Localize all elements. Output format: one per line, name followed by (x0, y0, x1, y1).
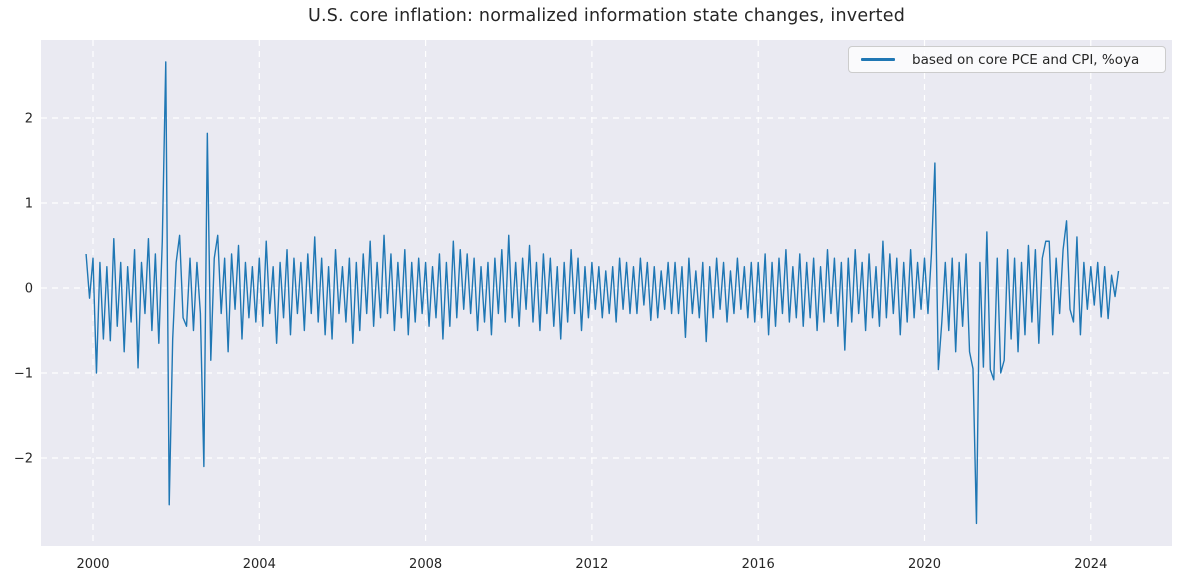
x-tick-label: 2008 (409, 557, 442, 572)
legend-label: based on core PCE and CPI, %oya (912, 51, 1140, 68)
x-tick-label: 2004 (243, 557, 276, 572)
y-tick-label: −1 (14, 367, 33, 382)
y-tick-label: −2 (14, 452, 33, 467)
legend-box: based on core PCE and CPI, %oya (848, 46, 1166, 73)
series-line (85, 61, 1120, 525)
axis-tick-labels: 2000 2004 2008 2012 2016 2020 2024 2 1 0 −1 −2 (14, 112, 1108, 573)
x-tick-label: 2012 (575, 557, 608, 572)
series-line-group (85, 61, 1120, 525)
chart-title: U.S. core inflation: normalized informat… (307, 6, 906, 26)
y-tick-label: 0 (25, 282, 33, 297)
y-tick-label: 2 (25, 112, 33, 127)
x-tick-label: 2000 (76, 557, 109, 572)
legend-line-swatch (861, 58, 895, 61)
y-tick-label: 1 (25, 197, 33, 212)
plot-area (41, 40, 1172, 546)
x-tick-label: 2016 (742, 557, 775, 572)
x-tick-label: 2024 (1074, 557, 1107, 572)
x-tick-label: 2020 (908, 557, 941, 572)
